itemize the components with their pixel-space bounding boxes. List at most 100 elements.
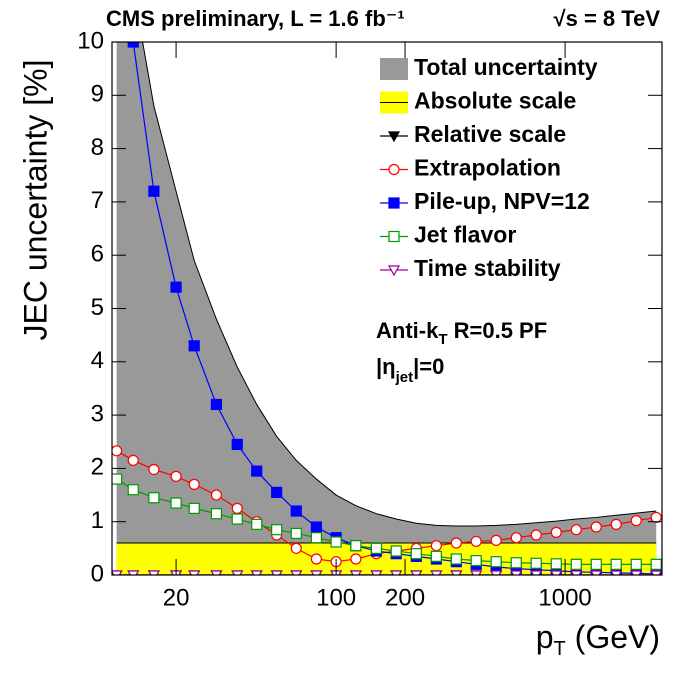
- y-axis-label: JEC uncertainty [%]: [17, 60, 53, 341]
- band: [116, 42, 657, 575]
- marker: [610, 570, 623, 575]
- marker: [430, 540, 442, 552]
- marker: [250, 570, 263, 575]
- marker: [290, 542, 302, 554]
- band-edge: [142, 42, 657, 527]
- series-line: [116, 478, 657, 565]
- marker: [410, 548, 422, 560]
- y-tick-label: 2: [91, 454, 104, 481]
- marker: [430, 550, 442, 562]
- marker: [350, 553, 362, 565]
- marker: [570, 570, 583, 575]
- annotation-rest: R=0.5 PF: [448, 318, 548, 343]
- marker: [570, 558, 582, 570]
- x-tick-label: 200: [385, 584, 425, 611]
- legend-label: Time stability: [414, 255, 561, 281]
- marker: [112, 473, 123, 485]
- marker: [510, 570, 523, 575]
- marker: [610, 558, 622, 570]
- marker: [590, 570, 603, 575]
- marker: [310, 532, 322, 544]
- marker: [271, 486, 283, 498]
- marker: [430, 570, 443, 575]
- marker: [390, 570, 403, 575]
- marker: [290, 570, 303, 575]
- annotation-main: Anti-k: [376, 318, 439, 343]
- marker: [210, 489, 222, 501]
- marker: [210, 570, 223, 575]
- marker: [310, 553, 322, 565]
- legend-label: Extrapolation: [414, 155, 561, 181]
- marker: [112, 570, 123, 575]
- legend-swatch: [380, 58, 408, 80]
- marker: [370, 542, 383, 554]
- x-label-rest: (GeV): [566, 619, 660, 655]
- marker: [630, 515, 642, 527]
- marker: [350, 540, 362, 552]
- marker: [530, 570, 543, 575]
- annotation: Anti-kT R=0.5 PF: [376, 318, 547, 348]
- marker: [630, 558, 642, 570]
- marker: [231, 502, 243, 514]
- plot-area: [112, 42, 662, 575]
- marker: [550, 570, 563, 575]
- legend-marker: [387, 131, 401, 143]
- marker: [112, 445, 123, 457]
- y-tick-label: 6: [91, 241, 104, 268]
- marker: [510, 532, 522, 544]
- y-tick-label: 3: [91, 400, 104, 427]
- chart-title: CMS preliminary, L = 1.6 fb⁻¹: [106, 6, 405, 31]
- marker: [390, 545, 402, 557]
- legend-marker: [388, 197, 400, 209]
- marker: [349, 570, 362, 575]
- y-tick-label: 1: [91, 507, 104, 534]
- marker: [170, 497, 182, 509]
- marker: [188, 478, 200, 490]
- marker: [450, 553, 462, 565]
- marker: [630, 570, 643, 575]
- marker: [231, 570, 244, 575]
- marker: [127, 570, 140, 575]
- marker: [470, 555, 482, 567]
- marker: [330, 536, 342, 548]
- legend-label: Absolute scale: [414, 88, 576, 114]
- marker: [470, 535, 482, 548]
- annotation-sub: T: [438, 331, 447, 348]
- marker: [550, 558, 562, 570]
- legend-marker: [388, 230, 400, 243]
- chart-subtitle: √s = 8 TeV: [554, 6, 661, 31]
- marker: [450, 570, 463, 575]
- marker: [490, 534, 502, 546]
- marker: [147, 570, 160, 575]
- legend-label: Pile-up, NPV=12: [414, 188, 590, 214]
- marker: [590, 558, 602, 570]
- marker: [610, 518, 622, 530]
- annotation-rest: |=0: [413, 354, 444, 379]
- marker: [570, 524, 582, 536]
- marker: [127, 484, 139, 496]
- annotation-sub: jet: [395, 369, 414, 386]
- marker: [650, 570, 662, 575]
- y-tick-label: 8: [91, 134, 104, 161]
- marker: [251, 518, 263, 530]
- marker: [127, 42, 139, 48]
- marker: [410, 570, 423, 575]
- marker: [650, 558, 662, 570]
- x-axis-label: pT (GeV): [536, 619, 660, 660]
- marker: [231, 438, 243, 451]
- marker: [148, 492, 160, 504]
- marker: [231, 513, 243, 525]
- y-tick-label: 4: [91, 347, 104, 374]
- y-tick-label: 9: [91, 81, 104, 108]
- marker: [188, 570, 201, 575]
- marker: [148, 185, 160, 197]
- marker: [510, 557, 522, 569]
- marker: [310, 521, 322, 533]
- x-tick-label: 1000: [538, 584, 591, 611]
- x-tick-label: 100: [316, 584, 356, 611]
- marker: [310, 570, 323, 575]
- marker: [270, 570, 283, 575]
- legend-marker: [387, 265, 401, 277]
- marker: [188, 340, 200, 352]
